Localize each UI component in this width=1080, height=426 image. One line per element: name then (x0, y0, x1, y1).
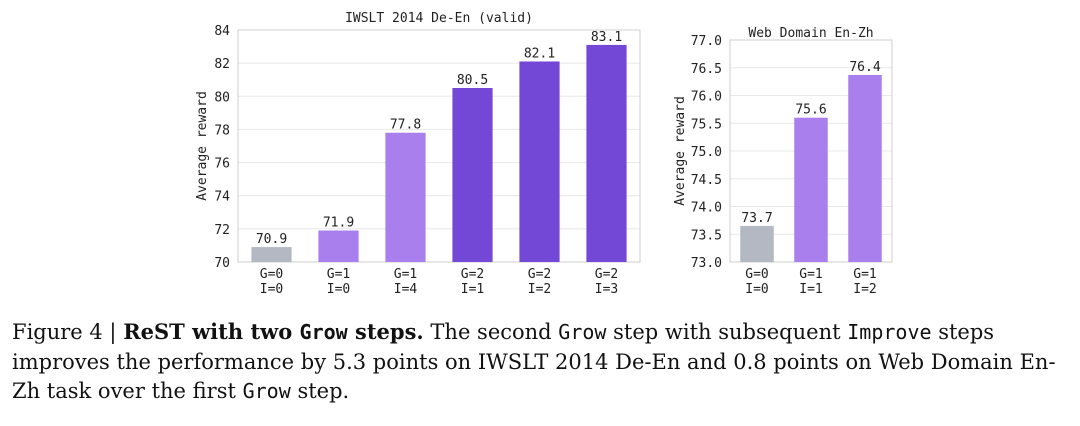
x-tick-label: I=1 (799, 282, 822, 297)
caption-bold-code: Grow (299, 320, 348, 344)
caption-text-1: The second (423, 320, 559, 344)
x-tick-label: G=1 (799, 267, 822, 282)
caption-text-4: step. (290, 379, 350, 403)
y-tick-label: 74.0 (691, 201, 722, 216)
y-tick-label: 76.0 (691, 90, 722, 105)
y-axis-label: Average reward (195, 91, 210, 201)
caption-code-1: Grow (558, 320, 607, 344)
caption-code-2: Improve (847, 320, 932, 344)
bar (586, 44, 627, 262)
x-tick-label: G=0 (745, 267, 768, 282)
y-tick-label: 77.0 (691, 34, 722, 49)
bar-value-label: 71.9 (323, 216, 354, 231)
bar-value-label: 73.7 (741, 211, 772, 226)
caption-text-3: steps improves the performance by 5.3 po… (12, 320, 1056, 403)
chart-web-domain: Web Domain En-Zh Average reward 73.0 73.5 74… (673, 26, 893, 297)
bar (251, 247, 292, 262)
caption-title: ReST with two Grow steps. (123, 319, 424, 344)
bar-value-label: 82.1 (524, 46, 555, 61)
y-tick-label: 76.5 (691, 62, 722, 77)
y-axis-label: Average reward (673, 96, 688, 206)
bar (794, 117, 828, 262)
bar-value-label: 83.1 (591, 30, 622, 45)
caption-prefix: Figure 4 | (12, 320, 124, 344)
y-tick-label: 72 (214, 223, 230, 238)
x-tick-label: G=2 (528, 267, 551, 282)
caption-text-2: step with subsequent (606, 320, 848, 344)
x-tick-label: G=2 (461, 267, 484, 282)
x-tick-label: G=1 (394, 267, 417, 282)
y-tick-label: 75.0 (691, 145, 722, 160)
y-tick-label: 73.5 (691, 228, 722, 243)
x-tick-label: G=2 (595, 267, 618, 282)
figure-caption: Figure 4 | ReST with two Grow steps. The… (12, 317, 1072, 407)
x-tick-label: I=2 (853, 282, 876, 297)
y-tick-label: 74.5 (691, 173, 722, 188)
y-tick-label: 84 (214, 24, 230, 39)
y-tick-label: 80 (214, 90, 230, 105)
y-tick-label: 74 (214, 190, 230, 205)
bar (848, 74, 882, 262)
bar-value-label: 75.6 (795, 103, 826, 118)
bar-value-label: 80.5 (457, 73, 488, 88)
chart-iwslt: IWSLT 2014 De-En (valid) Average reward 70… (195, 11, 641, 297)
caption-bold-b: steps. (347, 319, 424, 344)
x-tick-label: I=0 (260, 282, 283, 297)
x-tick-label: I=4 (394, 282, 418, 297)
bar-value-label: 76.4 (849, 60, 880, 75)
x-tick-label: I=1 (461, 282, 484, 297)
bar-value-label: 70.9 (256, 232, 287, 247)
y-tick-label: 70 (214, 256, 230, 271)
x-tick-label: I=2 (528, 282, 551, 297)
bar-value-label: 77.8 (390, 118, 421, 133)
y-tick-label: 75.5 (691, 117, 722, 132)
bar (385, 132, 426, 262)
chart-title: Web Domain En-Zh (748, 26, 873, 41)
y-tick-label: 78 (214, 123, 230, 138)
bar (519, 61, 560, 262)
y-tick-label: 73.0 (691, 256, 722, 271)
x-tick-label: G=0 (260, 267, 283, 282)
caption-code-3: Grow (242, 379, 291, 403)
chart-title: IWSLT 2014 De-En (valid) (345, 11, 533, 26)
x-tick-label: I=0 (327, 282, 350, 297)
y-tick-label: 76 (214, 157, 230, 172)
x-tick-label: I=0 (745, 282, 768, 297)
x-tick-label: G=1 (327, 267, 350, 282)
x-tick-label: G=1 (853, 267, 876, 282)
bar (318, 230, 359, 262)
bar (452, 88, 493, 262)
bar (740, 225, 774, 262)
y-tick-label: 82 (214, 57, 230, 72)
x-tick-label: I=3 (595, 282, 618, 297)
caption-bold-a: ReST with two (123, 319, 300, 344)
plot-frame (237, 29, 641, 263)
